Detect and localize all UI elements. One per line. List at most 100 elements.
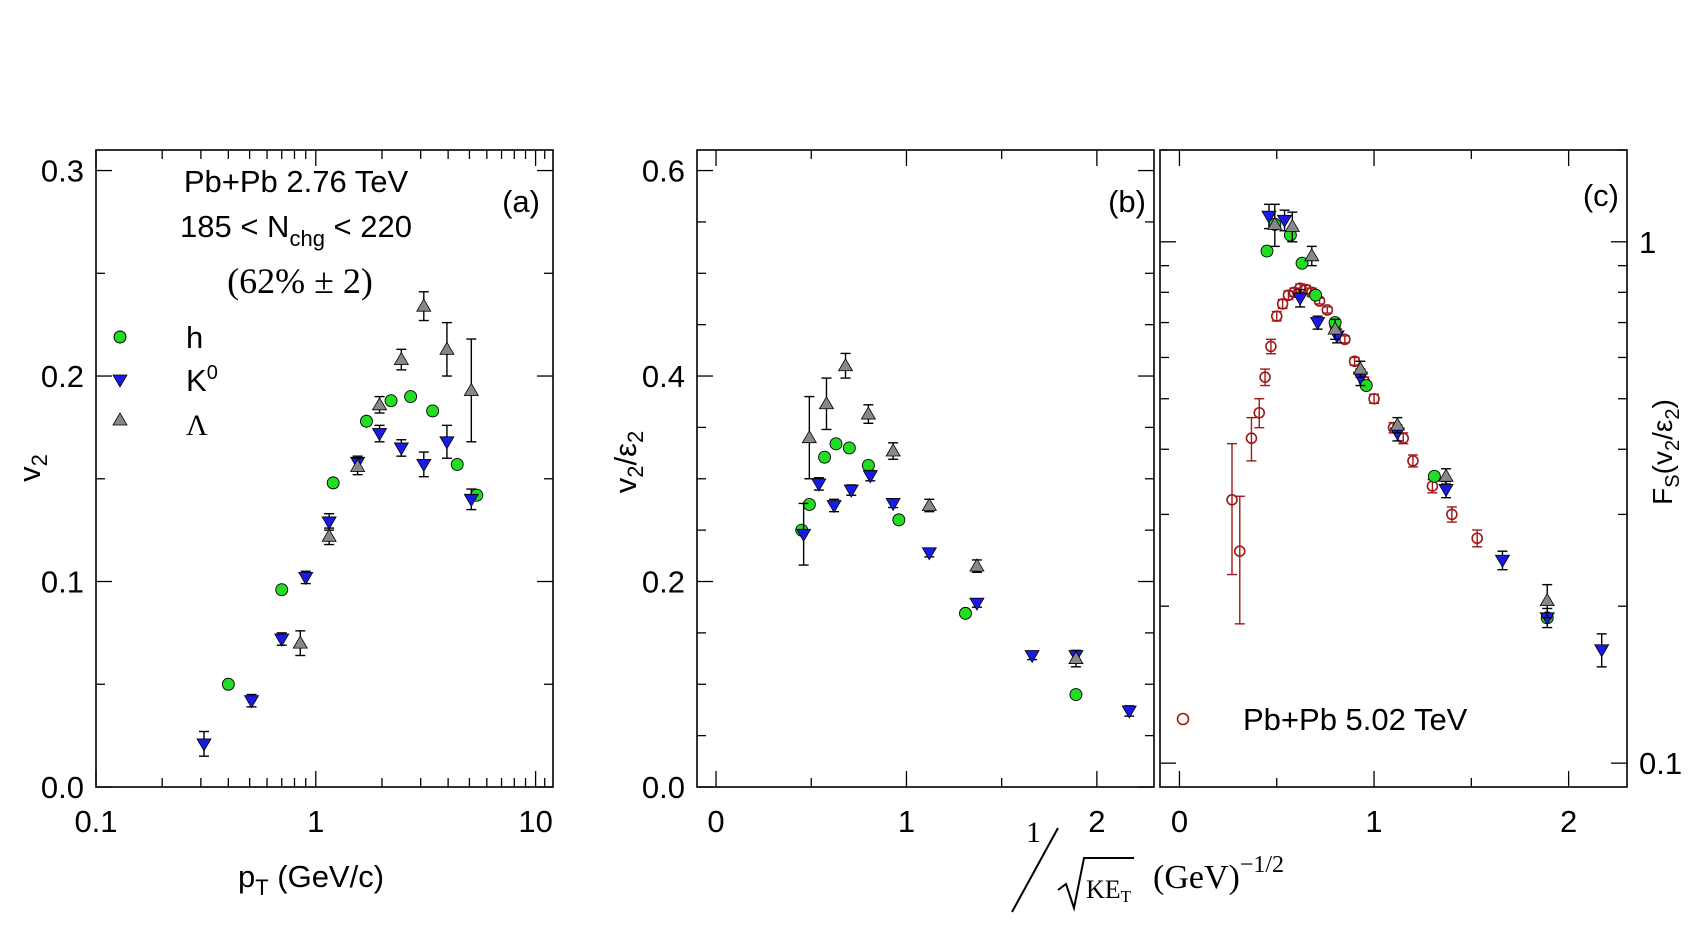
point-a-k0 [371,428,388,442]
xtick-label: 2 [1088,804,1105,839]
panel-b-frame [696,149,1155,788]
legend-lambda-label: Λ [186,409,208,442]
point-c-lambda [1539,592,1555,607]
point-c-pb-pb-5-02-tev [1270,310,1283,322]
point-a-k0 [439,436,455,450]
point-a-h [275,583,289,597]
point-c-h [1309,288,1323,302]
panel-c-tag: (c) [1583,178,1619,213]
ytick-label-c: 0.1 [1639,746,1682,781]
legend-h-marker [113,330,127,344]
point-b-h [892,513,906,527]
ytick-label-a: 0.3 [41,154,84,189]
point-b-h [1069,688,1083,701]
point-b-lambda [921,497,938,511]
point-a-lambda [349,458,366,472]
panel-a-tag: (a) [502,184,540,219]
point-c-pb-pb-5-02-tev [1368,392,1380,405]
xlabel-units: (GeV)−1/2 [1153,852,1284,896]
point-a-h [221,677,235,691]
point-c-h [1427,469,1441,483]
point-c-k0 [1494,554,1511,569]
ytick-label-c: 1 [1639,225,1656,260]
xlabel-frac-slash [1011,827,1059,913]
legend-a: h K0 Λ [112,320,218,442]
point-b-lambda [860,406,877,420]
point-b-k0 [885,498,901,512]
legend-h-label: h [186,320,203,355]
point-c-pb-pb-5-02-tev [1471,532,1483,545]
point-c-lambda [1438,468,1454,482]
point-a-lambda [463,382,480,396]
xtick-label: 0 [707,804,724,839]
point-c-k0 [1594,644,1610,658]
point-c-pb-pb-5-02-tev [1407,455,1419,467]
ylabel-b: v2/ε2 [608,431,648,493]
point-c-pb-pb-5-02-tev [1245,432,1258,445]
point-b-lambda [801,429,818,444]
ylabel-c: FS(v2/ε2) [1647,399,1684,505]
point-c-pb-pb-5-02-tev [1265,340,1277,353]
point-b-k0 [969,597,985,611]
annotation-line3: (62% ± 2) [227,261,373,301]
panel-b-tag: (b) [1108,184,1146,219]
point-a-h [384,394,398,408]
ytick-label-b: 0.6 [642,154,685,189]
panel-c-frame [1159,149,1628,788]
point-b-h [818,450,832,464]
point-c-pb-pb-5-02-tev [1226,493,1238,506]
xtick-label-a: 0.1 [74,804,117,839]
legend-502-marker [1176,712,1190,726]
xlabel-a: pT (GeV/c) [238,859,384,900]
point-b-h [861,458,875,472]
ytick-label-b: 0.0 [642,770,685,805]
point-c-lambda [1389,417,1406,431]
point-a-k0 [274,633,290,647]
ytick-label-a: 0.2 [41,359,84,394]
point-b-h [959,606,972,620]
xtick-label: 2 [1560,804,1577,839]
annotation-line1: Pb+Pb 2.76 TeV [184,164,409,199]
xlabel-sqrt-sign [1057,857,1134,912]
point-b-k0 [1024,650,1040,664]
point-a-h [326,476,340,490]
point-a-k0 [298,572,314,586]
xtick-label: 0 [1171,804,1188,839]
point-c-k0 [1438,484,1454,498]
point-c-pb-pb-5-02-tev [1233,545,1246,557]
point-b-k0 [795,528,812,543]
xlabel-frac-num: 1 [1026,816,1041,849]
point-c-pb-pb-5-02-tev [1282,289,1295,301]
ytick-label-a: 0.0 [41,770,84,805]
point-c-pb-pb-5-02-tev [1253,406,1266,419]
point-c-k0 [1309,317,1326,331]
point-b-h [842,441,856,455]
point-c-lambda [1352,361,1369,375]
xtick-label-a: 1 [307,804,324,839]
point-a-k0 [393,442,410,456]
point-b-h [802,498,816,511]
point-b-h [829,437,843,451]
legend-k0-marker [112,374,128,388]
point-a-k0 [463,493,480,508]
point-a-k0 [321,516,337,530]
point-c-lambda [1327,321,1343,335]
point-c-pb-pb-5-02-tev [1276,298,1289,310]
xtick-label: 1 [1365,804,1382,839]
point-b-k0 [811,478,827,492]
panel-a-frame [95,149,554,788]
point-b-k0 [1121,705,1137,719]
point-a-lambda [439,341,455,355]
legend-502-label: Pb+Pb 5.02 TeV [1243,702,1468,737]
point-a-lambda [292,635,308,649]
point-b-lambda [818,395,835,410]
point-b-k0 [826,500,842,514]
point-c-lambda [1304,248,1320,262]
point-c-k0 [1276,214,1293,229]
point-a-k0 [243,695,260,709]
legend-lambda-marker [112,412,128,426]
point-b-lambda [969,558,985,572]
data-layer: 0.1 1 100.00.10.20.30 1 2 0 1 20.00.20.40.60.11 [41,149,1682,839]
xtick-label: 1 [898,804,915,839]
point-c-pb-pb-5-02-tev [1446,508,1458,521]
